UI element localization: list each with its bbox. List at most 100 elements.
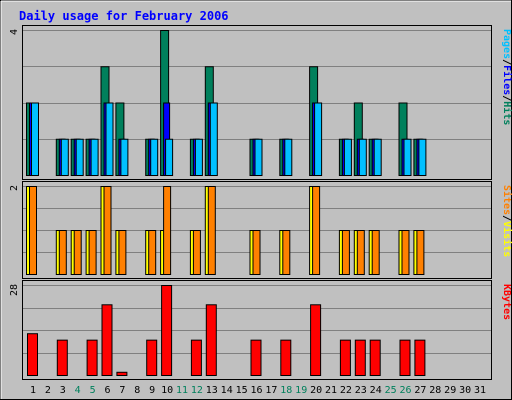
bar-kbytes-day-13 bbox=[205, 304, 217, 376]
bar-pages-day-5 bbox=[90, 138, 99, 176]
legend-entry: / bbox=[501, 59, 512, 65]
panel-bottom: 28 KBytes bbox=[9, 280, 512, 380]
x-tick-label: 18 bbox=[280, 385, 292, 396]
panel-top: 4 Pages/Files/Hits bbox=[9, 25, 512, 180]
bar-kbytes-day-6 bbox=[101, 304, 113, 376]
x-tick-label: 22 bbox=[340, 385, 352, 396]
bar-sites-day-1 bbox=[29, 186, 37, 275]
legend-entry: Hits bbox=[501, 101, 512, 125]
x-tick-label: 17 bbox=[265, 385, 277, 396]
x-tick-label: 16 bbox=[250, 385, 262, 396]
bar-kbytes-day-9 bbox=[146, 339, 158, 376]
bar-kbytes-day-12 bbox=[190, 339, 202, 376]
x-tick-label: 2 bbox=[45, 385, 51, 396]
bar-pages-day-24 bbox=[373, 138, 382, 176]
panel-middle: 2 Sites/Visits bbox=[9, 181, 512, 279]
bar-pages-day-27 bbox=[418, 138, 427, 176]
x-axis: 1 2 3 4 5 6 7 8 9 10 11 12 13 14 15 16 17 18 19 20 21 22 23 24 2… bbox=[30, 385, 486, 396]
bar-sites-day-18 bbox=[282, 230, 291, 275]
bar-sites-day-20 bbox=[312, 186, 321, 275]
bar-kbytes-day-16 bbox=[250, 339, 262, 376]
legend-entry: Visits bbox=[501, 221, 512, 257]
bar-sites-day-13 bbox=[207, 186, 216, 275]
x-tick-label: 23 bbox=[355, 385, 367, 396]
bar-pages-day-6 bbox=[105, 102, 114, 176]
x-tick-label: 3 bbox=[60, 385, 66, 396]
legend-entry: Files bbox=[501, 65, 512, 95]
y-max-label: 2 bbox=[9, 185, 20, 191]
bar-sites-day-5 bbox=[88, 230, 97, 275]
bar-sites-day-16 bbox=[252, 230, 261, 275]
x-tick-label: 26 bbox=[399, 385, 411, 396]
x-tick-label: 1 bbox=[30, 385, 36, 396]
x-tick-label: 28 bbox=[429, 385, 441, 396]
x-tick-label: 20 bbox=[310, 385, 322, 396]
bar-pages-day-10 bbox=[165, 138, 174, 176]
x-tick-label: 6 bbox=[104, 385, 110, 396]
bar-pages-day-9 bbox=[150, 138, 159, 176]
legend-entry: / bbox=[501, 215, 512, 221]
bar-kbytes-day-26 bbox=[399, 339, 411, 376]
bar-sites-day-23 bbox=[356, 230, 365, 275]
x-tick-label: 30 bbox=[459, 385, 471, 396]
bar-kbytes-day-1 bbox=[27, 333, 38, 377]
legend-middle: Sites/Visits bbox=[501, 185, 512, 257]
legend-entry: / bbox=[501, 95, 512, 101]
x-tick-label: 10 bbox=[161, 385, 173, 396]
bar-pages-day-12 bbox=[194, 138, 203, 176]
legend-bottom: KBytes bbox=[501, 284, 512, 320]
legend-entry: Pages bbox=[501, 29, 512, 59]
bar-pages-day-26 bbox=[403, 138, 412, 176]
x-tick-label: 7 bbox=[119, 385, 125, 396]
bar-sites-day-3 bbox=[58, 230, 67, 275]
bar-pages-day-4 bbox=[75, 138, 84, 176]
x-tick-label: 21 bbox=[325, 385, 337, 396]
x-tick-label: 13 bbox=[206, 385, 218, 396]
y-max-label: 28 bbox=[9, 284, 20, 296]
x-tick-label: 8 bbox=[134, 385, 140, 396]
bar-sites-day-6 bbox=[103, 186, 112, 275]
bar-pages-day-20 bbox=[314, 102, 323, 176]
bar-kbytes-day-20 bbox=[310, 304, 322, 376]
bar-kbytes-day-23 bbox=[354, 339, 366, 376]
bar-sites-day-22 bbox=[341, 230, 350, 275]
x-tick-label: 19 bbox=[295, 385, 307, 396]
bar-pages-day-13 bbox=[209, 102, 218, 176]
bar-pages-day-1 bbox=[31, 102, 39, 176]
bar-pages-day-22 bbox=[343, 138, 352, 176]
bar-sites-day-12 bbox=[192, 230, 201, 275]
x-tick-label: 12 bbox=[191, 385, 203, 396]
x-tick-label: 24 bbox=[370, 385, 382, 396]
x-tick-label: 25 bbox=[385, 385, 397, 396]
bar-kbytes-day-10 bbox=[161, 285, 173, 376]
bar-kbytes-day-7 bbox=[116, 371, 128, 376]
bar-pages-day-7 bbox=[120, 138, 129, 176]
legend-entry: Sites bbox=[501, 185, 512, 215]
bar-kbytes-day-27 bbox=[414, 339, 426, 376]
bar-sites-day-9 bbox=[148, 230, 157, 275]
x-tick-label: 14 bbox=[221, 385, 233, 396]
x-tick-label: 11 bbox=[176, 385, 188, 396]
x-tick-label: 29 bbox=[444, 385, 456, 396]
bar-sites-day-24 bbox=[371, 230, 380, 275]
bar-kbytes-day-5 bbox=[86, 339, 98, 376]
bar-kbytes-day-22 bbox=[339, 339, 351, 376]
y-max-label: 4 bbox=[9, 29, 20, 35]
x-tick-label: 31 bbox=[474, 385, 486, 396]
bar-sites-day-7 bbox=[118, 230, 127, 275]
bar-kbytes-day-24 bbox=[369, 339, 381, 376]
bar-pages-day-3 bbox=[60, 138, 69, 176]
bar-sites-day-4 bbox=[73, 230, 82, 275]
bar-pages-day-23 bbox=[358, 138, 367, 176]
bar-pages-day-16 bbox=[254, 138, 263, 176]
legend-top: Pages/Files/Hits bbox=[501, 29, 512, 125]
x-tick-label: 9 bbox=[149, 385, 155, 396]
bar-pages-day-18 bbox=[284, 138, 293, 176]
x-tick-label: 4 bbox=[75, 385, 81, 396]
bar-sites-day-26 bbox=[401, 230, 410, 275]
x-tick-label: 5 bbox=[90, 385, 96, 396]
bar-kbytes-day-3 bbox=[56, 339, 68, 376]
